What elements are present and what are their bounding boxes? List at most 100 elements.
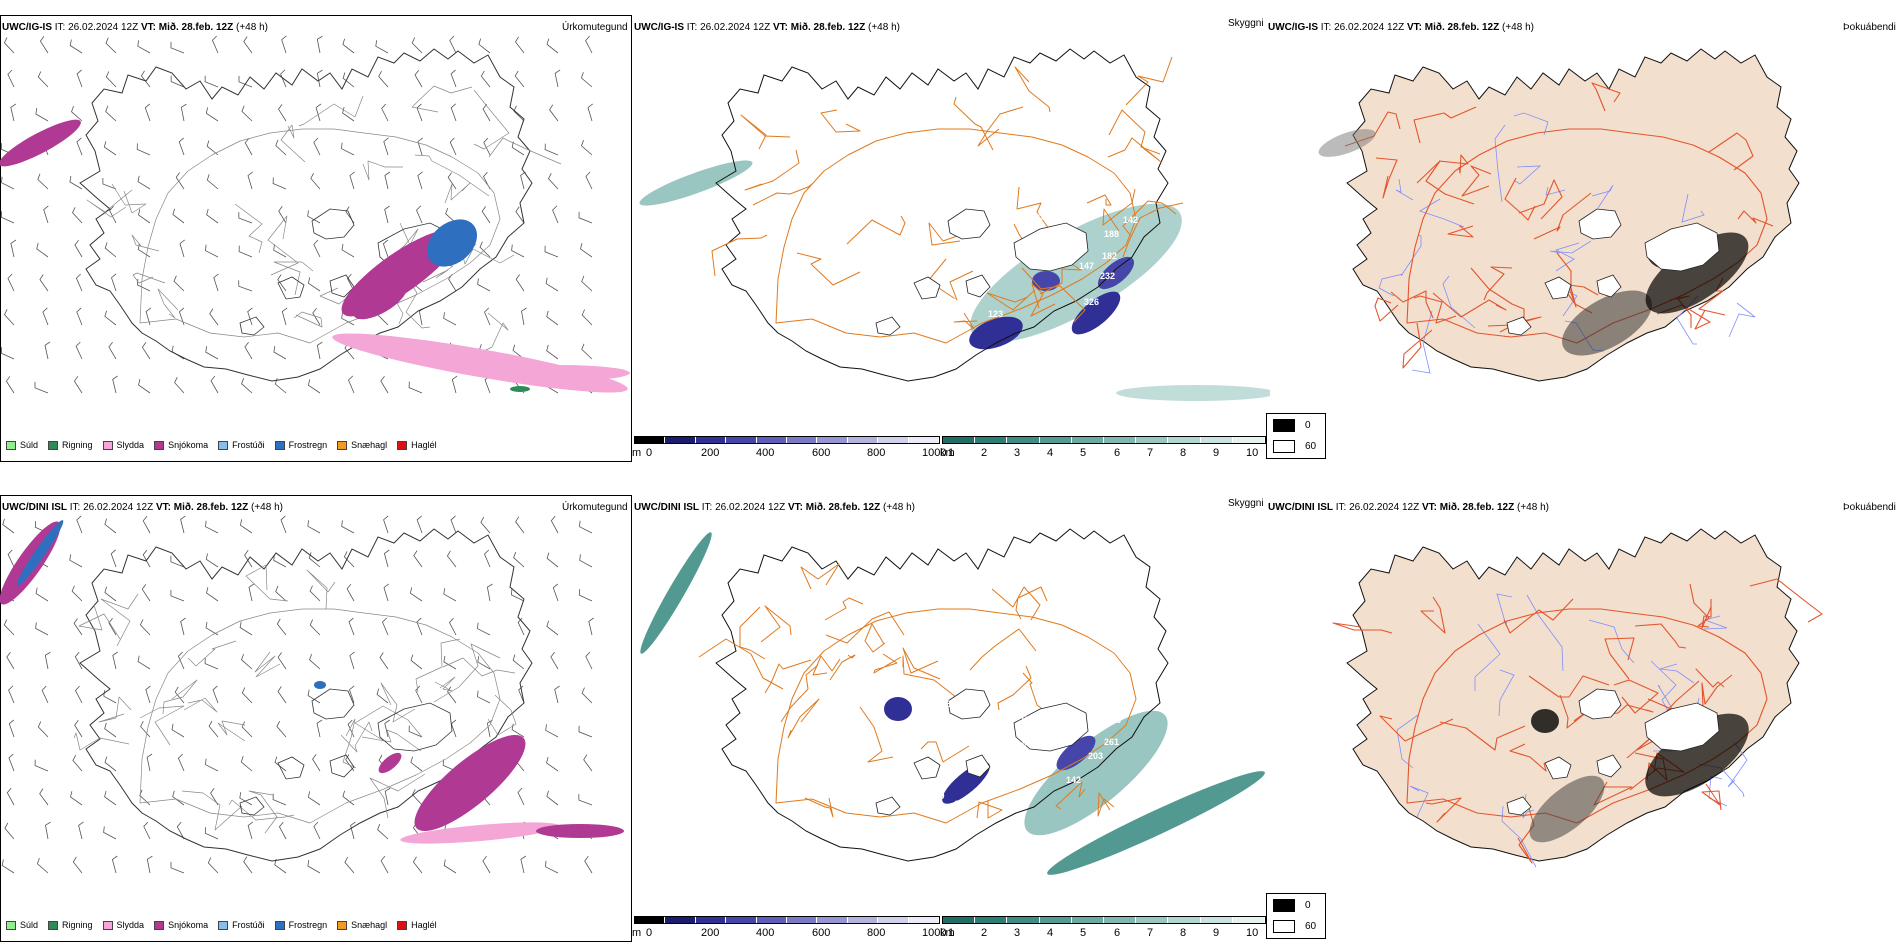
wind-barb bbox=[349, 651, 355, 670]
wind-barb bbox=[348, 375, 355, 394]
road bbox=[488, 137, 562, 165]
lead-time: (+48 h) bbox=[1517, 502, 1549, 513]
wind-barb bbox=[238, 280, 253, 292]
scale-step bbox=[1071, 437, 1105, 443]
low-visibility-area bbox=[1116, 385, 1270, 401]
road bbox=[411, 85, 473, 113]
visibility-variable-title: Skyggni bbox=[1228, 18, 1264, 29]
fog-area bbox=[1318, 129, 1376, 157]
visibility-fields bbox=[639, 160, 1270, 401]
precip-fields bbox=[0, 119, 630, 393]
wind-barb bbox=[39, 788, 49, 806]
wind-barb bbox=[486, 583, 493, 602]
scale-step bbox=[847, 437, 879, 443]
road bbox=[1634, 623, 1687, 649]
scale-step bbox=[878, 437, 909, 443]
wind-barb bbox=[341, 243, 355, 258]
wind-barb bbox=[173, 275, 185, 292]
wind-barb bbox=[37, 71, 49, 88]
wind-barb bbox=[73, 376, 83, 394]
wind-barb bbox=[36, 242, 49, 258]
road bbox=[444, 182, 471, 204]
fog-legend: 0 60 bbox=[1266, 413, 1326, 459]
road bbox=[1432, 292, 1507, 318]
wind-barb bbox=[171, 723, 185, 738]
wind-barb bbox=[243, 856, 253, 874]
wind-barb bbox=[277, 686, 287, 704]
legend-label: Frostúði bbox=[232, 920, 265, 930]
it-value: 26.02.2024 12Z bbox=[1334, 22, 1405, 33]
wind-barb bbox=[273, 554, 287, 568]
scale-tick: 600 bbox=[812, 927, 831, 939]
wind-barb bbox=[552, 205, 559, 224]
wind-barb bbox=[412, 856, 423, 874]
road bbox=[1332, 622, 1393, 634]
wind-barb bbox=[274, 756, 287, 772]
wind-barb bbox=[70, 791, 83, 806]
wind-barb bbox=[450, 69, 457, 88]
legend-item: Súld bbox=[6, 920, 38, 930]
road bbox=[1556, 252, 1577, 308]
wind-barb bbox=[75, 273, 83, 292]
scale-step bbox=[1071, 917, 1105, 923]
wind-barb bbox=[37, 173, 49, 190]
wind-barb bbox=[415, 685, 423, 704]
legend-label: Slydda bbox=[116, 920, 145, 930]
fog-legend-label: 60 bbox=[1305, 921, 1317, 932]
wind-barb bbox=[449, 137, 457, 156]
wind-barb bbox=[208, 720, 219, 738]
glacier-outline bbox=[239, 316, 265, 336]
wind-barb bbox=[209, 308, 219, 326]
scale-step bbox=[695, 917, 727, 923]
glacier-outline bbox=[277, 276, 305, 300]
scale-tick: 10 bbox=[1246, 447, 1259, 459]
road bbox=[825, 611, 905, 644]
wind-barb bbox=[445, 207, 457, 224]
river bbox=[1703, 615, 1728, 630]
wind-barb bbox=[342, 38, 355, 54]
glacier-outline bbox=[913, 756, 941, 780]
ceiling-label: 177 bbox=[1012, 741, 1027, 751]
it-value: 26.02.2024 12Z bbox=[68, 22, 139, 33]
wind-barb bbox=[380, 375, 389, 394]
wind-barb bbox=[412, 789, 423, 806]
wind-barb bbox=[312, 308, 321, 326]
precip-legend: Súld Rigning Slydda Snjókoma Frostúði Frostre… bbox=[6, 440, 437, 450]
wind-barb bbox=[76, 515, 83, 534]
wind-barb bbox=[417, 137, 423, 156]
river bbox=[1395, 178, 1414, 201]
fog-legend-swatch bbox=[1273, 440, 1295, 453]
lead-time: (+48 h) bbox=[251, 502, 283, 513]
scale-step bbox=[943, 437, 976, 443]
wind-barb bbox=[346, 583, 355, 602]
road bbox=[986, 289, 1036, 311]
scale-tick: 0 bbox=[646, 447, 653, 459]
wind-barb bbox=[111, 273, 117, 292]
low-ceiling-area bbox=[884, 697, 912, 721]
road bbox=[100, 593, 139, 647]
legend-swatch bbox=[48, 920, 59, 930]
legend-item: Slydda bbox=[102, 920, 145, 930]
fog-legend-swatch bbox=[1273, 419, 1295, 432]
legend-label: Frostúði bbox=[232, 440, 265, 450]
glacier-outline bbox=[377, 702, 453, 752]
road bbox=[1695, 668, 1725, 688]
wind-barb bbox=[69, 175, 83, 190]
wind-barb bbox=[139, 789, 151, 806]
road-network bbox=[73, 564, 517, 834]
wind-barb bbox=[172, 208, 185, 224]
wind-barb bbox=[238, 75, 253, 88]
road bbox=[812, 655, 841, 676]
legend-item: Snjókoma bbox=[154, 440, 208, 450]
snow-area bbox=[0, 119, 81, 167]
scale-step bbox=[635, 917, 666, 923]
wind-barb bbox=[108, 617, 117, 636]
visibility-scale: km 1 2 3 4 5 6 7 8 9 10 bbox=[940, 436, 1266, 462]
low-ceiling-area bbox=[1032, 271, 1060, 291]
river bbox=[1442, 275, 1476, 329]
scale-step bbox=[695, 437, 727, 443]
wind-barb bbox=[247, 821, 254, 840]
ceiling-label: 188 bbox=[1104, 229, 1119, 239]
wind-barb bbox=[483, 137, 491, 156]
road bbox=[415, 638, 461, 693]
